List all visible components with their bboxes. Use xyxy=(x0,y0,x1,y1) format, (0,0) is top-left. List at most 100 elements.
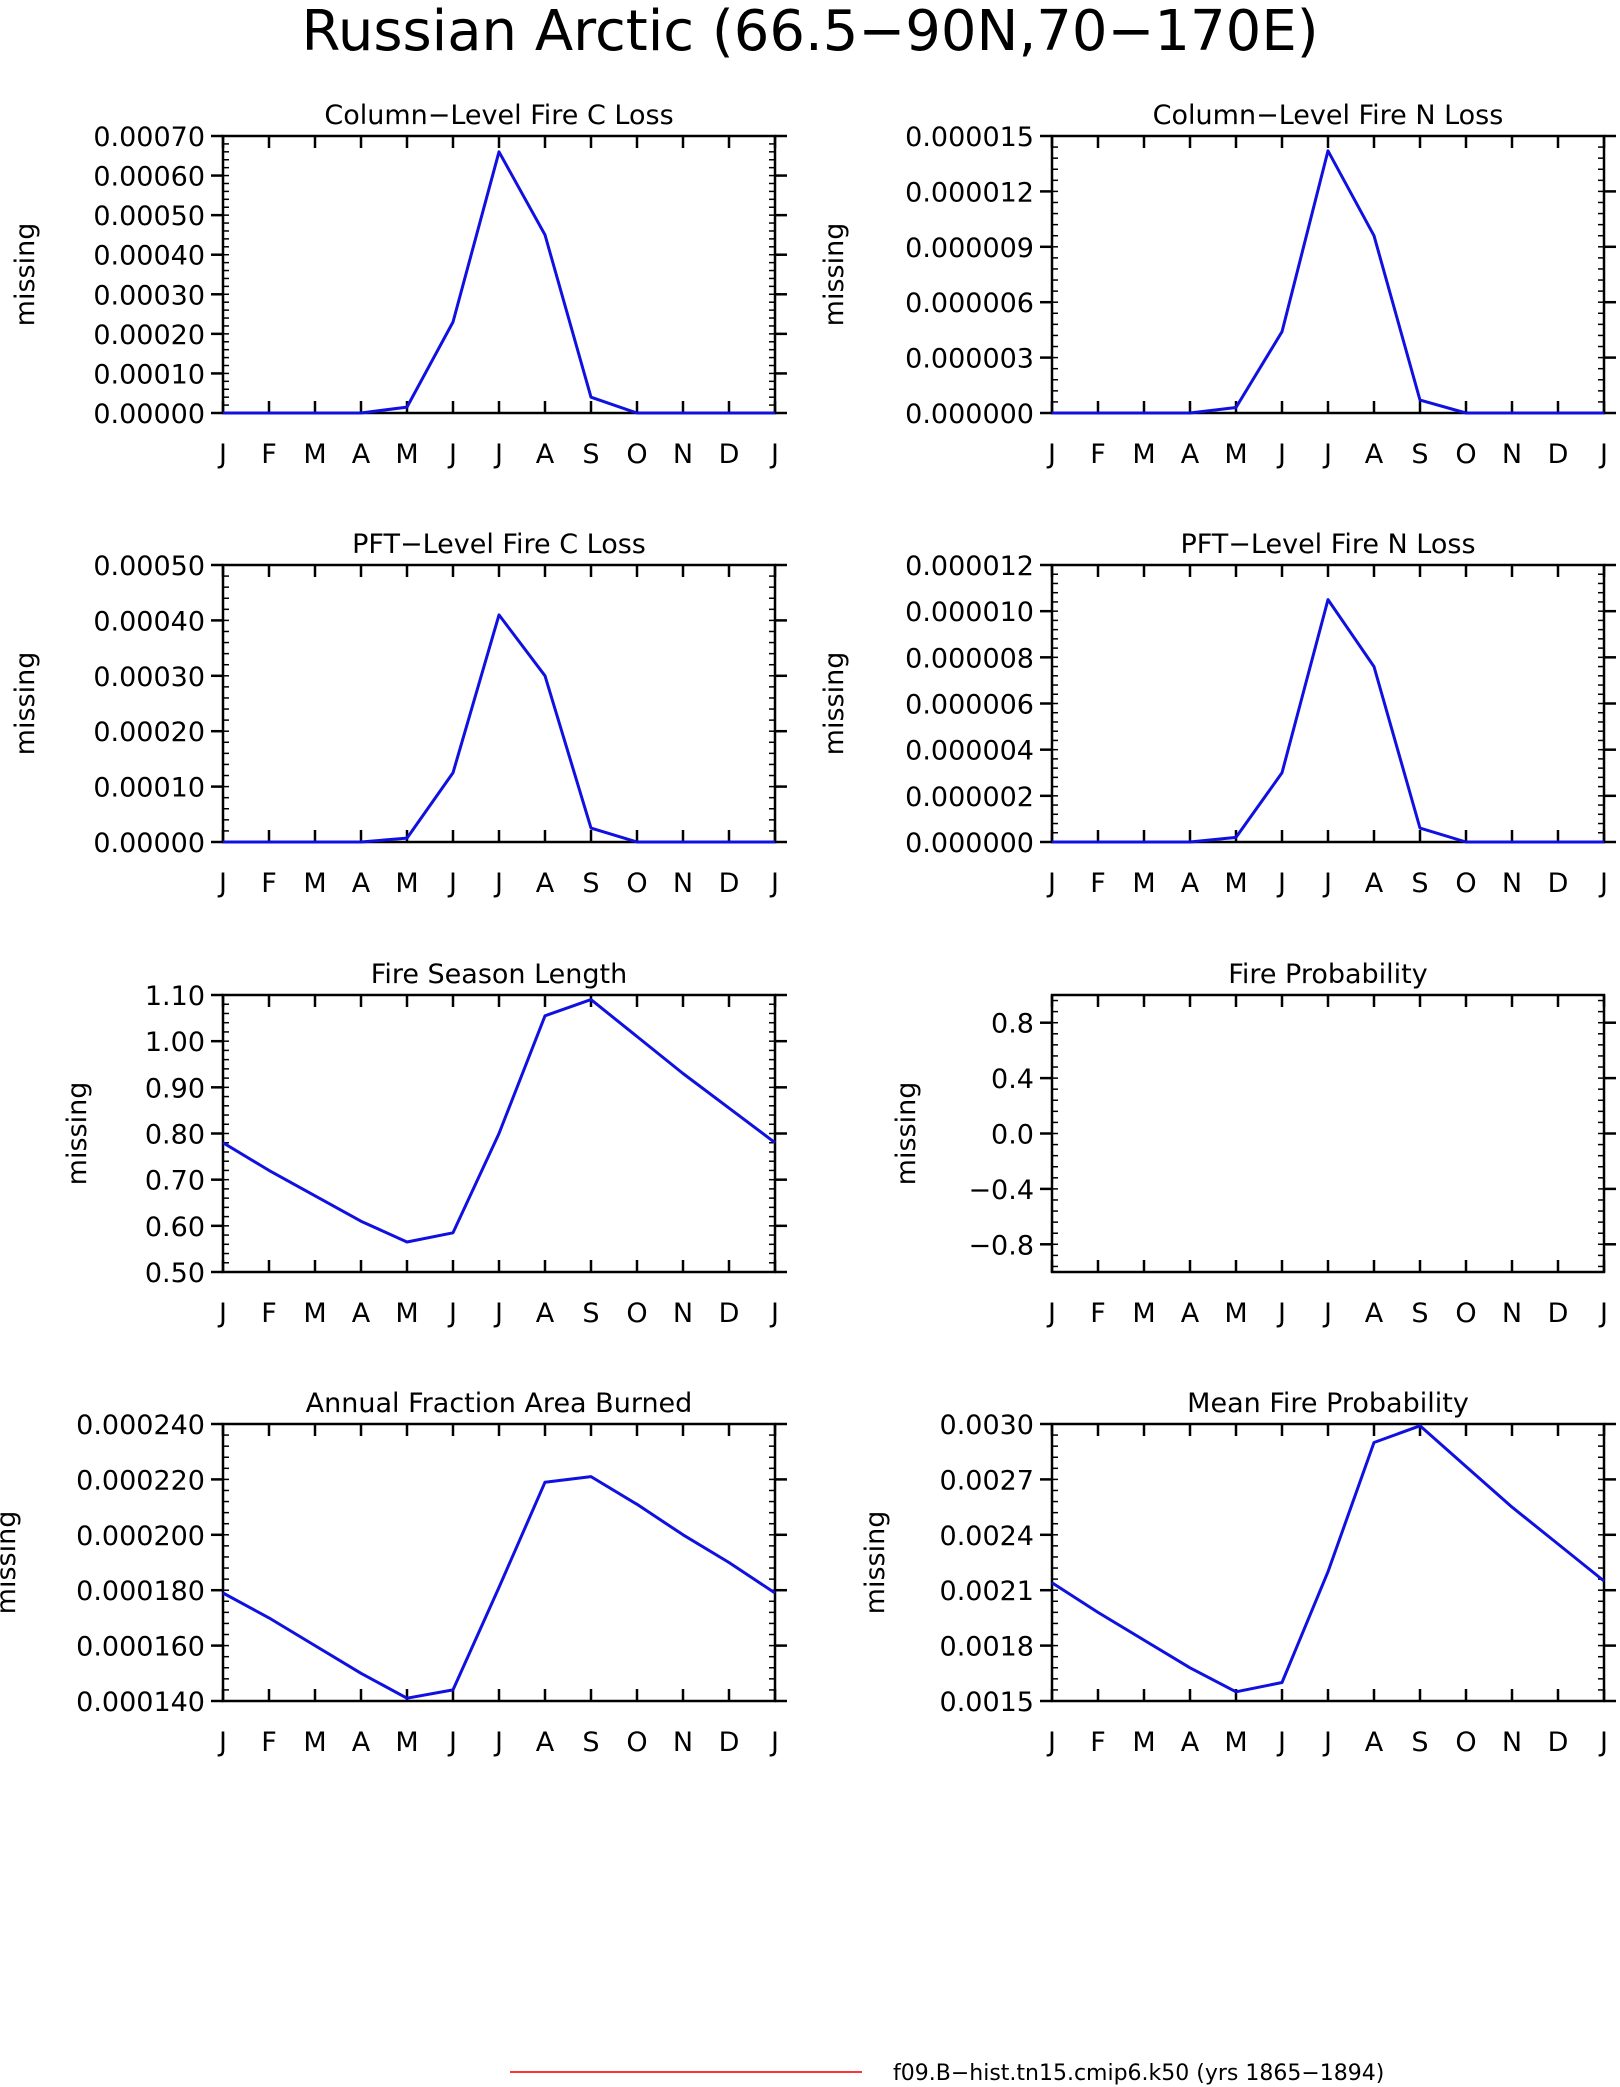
x-tick-label: F xyxy=(1090,439,1106,470)
x-tick-label: J xyxy=(1276,868,1286,899)
x-tick-label: M xyxy=(1132,868,1155,899)
x-tick-label: J xyxy=(1322,439,1332,470)
x-tick-label: J xyxy=(769,1298,779,1329)
x-tick-label: J xyxy=(447,868,457,899)
x-tick-label: J xyxy=(447,439,457,470)
y-tick-label: 0.8 xyxy=(991,1009,1034,1040)
x-tick-label: O xyxy=(1455,868,1476,899)
y-tick-label: 0.0030 xyxy=(940,1410,1034,1441)
y-tick-label: 0.00030 xyxy=(93,280,205,311)
plot-frame xyxy=(221,563,777,844)
x-tick-label: M xyxy=(1224,1727,1247,1758)
y-tick-label: 0.0018 xyxy=(940,1632,1034,1663)
y-tick-label: −0.8 xyxy=(968,1230,1034,1261)
y-tick-label: 0.60 xyxy=(145,1212,205,1243)
y-axis-label: missing xyxy=(0,1511,22,1615)
x-tick-label: O xyxy=(626,1298,647,1329)
x-tick-label: A xyxy=(1181,1727,1200,1758)
x-tick-label: J xyxy=(447,1727,457,1758)
x-tick-label: J xyxy=(1322,1727,1332,1758)
x-tick-label: A xyxy=(1365,439,1384,470)
x-tick-label: J xyxy=(493,1298,503,1329)
x-tick-label: S xyxy=(1411,1298,1428,1329)
y-tick-label: 0.90 xyxy=(145,1073,205,1104)
series-line-1 xyxy=(222,998,776,1244)
x-tick-label: F xyxy=(261,868,277,899)
x-tick-label: N xyxy=(673,439,693,470)
y-tick-label: 0.00000 xyxy=(93,828,205,859)
y-tick-label: 0.00070 xyxy=(93,122,205,153)
x-tick-label: J xyxy=(1046,1298,1056,1329)
y-tick-label: 0.00050 xyxy=(93,551,205,582)
y-tick-label: 0.80 xyxy=(145,1120,205,1151)
x-tick-label: M xyxy=(1132,1298,1155,1329)
x-tick-label: M xyxy=(1224,868,1247,899)
x-tick-label: A xyxy=(352,1727,371,1758)
series-line-1 xyxy=(223,613,775,844)
y-tick-label: 0.000006 xyxy=(905,288,1034,319)
x-tick-label: J xyxy=(1322,868,1332,899)
y-tick-label: 0.0024 xyxy=(940,1521,1034,1552)
plot-frame xyxy=(1050,993,1606,1274)
x-tick-label: J xyxy=(447,1298,457,1329)
x-tick-label: S xyxy=(582,1298,599,1329)
y-tick-label: 0.000000 xyxy=(905,828,1034,859)
x-tick-label: D xyxy=(719,1298,740,1329)
x-tick-label: S xyxy=(582,868,599,899)
x-tick-label: D xyxy=(1548,868,1569,899)
y-tick-label: 0.000000 xyxy=(905,399,1034,430)
x-tick-label: N xyxy=(673,1298,693,1329)
y-tick-label: 0.000012 xyxy=(905,177,1034,208)
x-tick-label: M xyxy=(303,1727,326,1758)
plot-frame xyxy=(221,134,777,415)
y-tick-label: 0.00020 xyxy=(93,717,205,748)
x-tick-label: J xyxy=(493,1727,503,1758)
x-tick-label: A xyxy=(536,439,555,470)
chart-title: PFT−Level Fire N Loss xyxy=(1180,529,1475,560)
chart-title: Fire Season Length xyxy=(371,959,627,990)
y-tick-label: 0.000220 xyxy=(76,1465,205,1496)
y-tick-label: 0.000008 xyxy=(905,643,1034,674)
y-tick-label: 0.000003 xyxy=(905,344,1034,375)
x-tick-label: N xyxy=(1502,1727,1522,1758)
x-tick-label: O xyxy=(626,868,647,899)
x-tick-label: N xyxy=(1502,868,1522,899)
x-tick-label: J xyxy=(769,439,779,470)
y-tick-label: 0.70 xyxy=(145,1166,205,1197)
x-tick-label: S xyxy=(1411,868,1428,899)
x-tick-label: J xyxy=(217,1298,227,1329)
x-tick-label: O xyxy=(1455,1298,1476,1329)
plot-frame xyxy=(1050,563,1606,844)
legend: f09.B−hist.tn15.cmip6.k50 (yrs 1865−1894… xyxy=(510,2061,1384,2086)
x-tick-label: N xyxy=(673,868,693,899)
y-tick-label: 0.000002 xyxy=(905,782,1034,813)
chart-title: PFT−Level Fire C Loss xyxy=(352,529,646,560)
y-tick-label: 0.000006 xyxy=(905,690,1034,721)
chart-title: Mean Fire Probability xyxy=(1187,1388,1469,1419)
y-tick-label: 0.00050 xyxy=(93,201,205,232)
y-tick-label: 0.000009 xyxy=(905,233,1034,264)
x-tick-label: J xyxy=(1598,1298,1608,1329)
x-tick-label: J xyxy=(769,1727,779,1758)
y-tick-label: 1.10 xyxy=(145,981,205,1012)
x-tick-label: J xyxy=(217,439,227,470)
x-tick-label: A xyxy=(1181,1298,1200,1329)
series-line-1 xyxy=(1052,598,1604,844)
x-tick-label: M xyxy=(1224,1298,1247,1329)
x-tick-label: M xyxy=(303,1298,326,1329)
x-tick-label: D xyxy=(1548,439,1569,470)
y-axis-label: missing xyxy=(819,223,850,327)
x-tick-label: O xyxy=(1455,1727,1476,1758)
x-tick-label: D xyxy=(719,868,740,899)
plot-frame xyxy=(1050,134,1606,415)
y-axis-label: missing xyxy=(10,223,41,327)
y-tick-label: 0.0015 xyxy=(940,1687,1034,1718)
y-tick-label: 0.000200 xyxy=(76,1521,205,1552)
y-tick-label: 1.00 xyxy=(145,1027,205,1058)
x-tick-label: A xyxy=(536,1298,555,1329)
